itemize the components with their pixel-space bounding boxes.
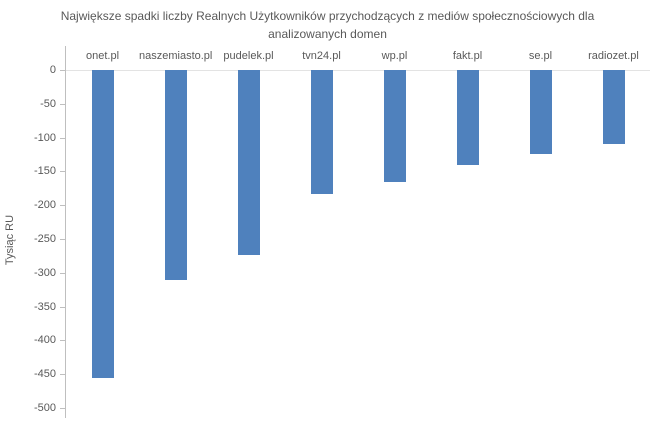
y-tick-label: -400 bbox=[33, 334, 56, 347]
y-tick-label: -450 bbox=[33, 368, 56, 381]
y-tick-mark bbox=[60, 408, 65, 409]
y-tick-label: -100 bbox=[33, 131, 56, 144]
bar bbox=[164, 70, 187, 280]
y-tick-label: -300 bbox=[33, 266, 56, 279]
y-tick-mark bbox=[60, 137, 65, 139]
y-tick-mark bbox=[60, 171, 65, 173]
y-tick-mark bbox=[60, 340, 65, 342]
y-tick-label: 0 bbox=[49, 64, 56, 76]
category-label: radiozet.pl bbox=[588, 50, 639, 62]
bar bbox=[237, 70, 260, 255]
category-label: tvn24.pl bbox=[302, 50, 341, 62]
category-label: fakt.pl bbox=[452, 50, 483, 62]
bar bbox=[602, 70, 625, 145]
y-tick-mark bbox=[60, 374, 65, 376]
y-tick-label: -150 bbox=[33, 165, 56, 178]
y-tick-label: -50 bbox=[40, 97, 56, 110]
y-tick-mark bbox=[60, 272, 65, 274]
y-tick-label: -200 bbox=[33, 199, 56, 212]
y-tick-mark bbox=[60, 205, 65, 207]
y-tick-label: -500 bbox=[33, 402, 56, 414]
category-label: wp.pl bbox=[381, 50, 408, 62]
bar bbox=[383, 70, 406, 183]
y-tick-label: -350 bbox=[33, 300, 56, 313]
category-label: se.pl bbox=[528, 50, 553, 62]
category-label: naszemiasto.pl bbox=[139, 50, 213, 62]
bar bbox=[529, 70, 552, 154]
category-label: pudelek.pl bbox=[223, 50, 274, 62]
bar bbox=[91, 70, 114, 378]
y-axis-line bbox=[65, 46, 66, 418]
y-tick-mark bbox=[60, 306, 65, 308]
y-tick-mark bbox=[60, 70, 65, 71]
bar bbox=[310, 70, 333, 194]
zero-baseline bbox=[66, 70, 650, 71]
y-tick-label: -250 bbox=[33, 233, 56, 245]
chart-title: Największe spadki liczby Realnych Użytko… bbox=[60, 9, 595, 41]
bar bbox=[456, 70, 479, 165]
y-tick-mark bbox=[60, 103, 65, 105]
category-label: onet.pl bbox=[85, 50, 120, 62]
y-tick-mark bbox=[60, 239, 65, 240]
